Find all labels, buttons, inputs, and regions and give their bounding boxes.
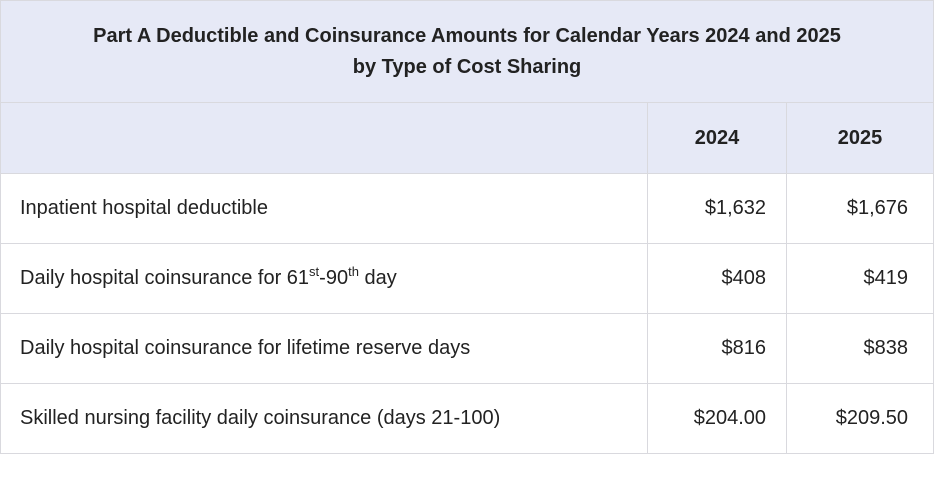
table-row: Skilled nursing facility daily coinsuran…	[0, 383, 935, 454]
value-2024: $1,632	[647, 173, 787, 244]
value-2025: $838	[785, 313, 935, 384]
table-row: Inpatient hospital deductible $1,632 $1,…	[0, 173, 935, 244]
value-2024: $408	[647, 243, 787, 314]
value-2024: $816	[647, 313, 787, 384]
row-label-text: day	[358, 267, 397, 289]
table-row: Daily hospital coinsurance for 61st-90th…	[0, 243, 935, 314]
header-blank-cell	[0, 102, 648, 174]
row-label-text: Daily hospital coinsurance for 61	[20, 267, 310, 289]
value-2025: $419	[785, 243, 935, 314]
table-title-line1: Part A Deductible and Coinsurance Amount…	[93, 24, 841, 47]
header-row: 2024 2025	[0, 102, 935, 174]
table-title-line2: by Type of Cost Sharing	[352, 55, 582, 78]
cost-sharing-table: Part A Deductible and Coinsurance Amount…	[0, 0, 935, 454]
header-2025: 2025	[785, 102, 935, 174]
value-2025: $1,676	[785, 173, 935, 244]
title-row: Part A Deductible and Coinsurance Amount…	[0, 0, 935, 103]
ordinal-suffix: st	[309, 264, 320, 279]
value-2024: $204.00	[647, 383, 787, 454]
row-label-text: -90	[319, 267, 349, 289]
value-2025: $209.50	[785, 383, 935, 454]
row-label: Daily hospital coinsurance for 61st-90th…	[0, 243, 648, 314]
header-2024: 2024	[647, 102, 787, 174]
table-title: Part A Deductible and Coinsurance Amount…	[0, 0, 935, 103]
row-label: Inpatient hospital deductible	[0, 173, 648, 244]
ordinal-suffix: th	[348, 264, 359, 279]
table-row: Daily hospital coinsurance for lifetime …	[0, 313, 935, 384]
row-label: Daily hospital coinsurance for lifetime …	[0, 313, 648, 384]
row-label: Skilled nursing facility daily coinsuran…	[0, 383, 648, 454]
